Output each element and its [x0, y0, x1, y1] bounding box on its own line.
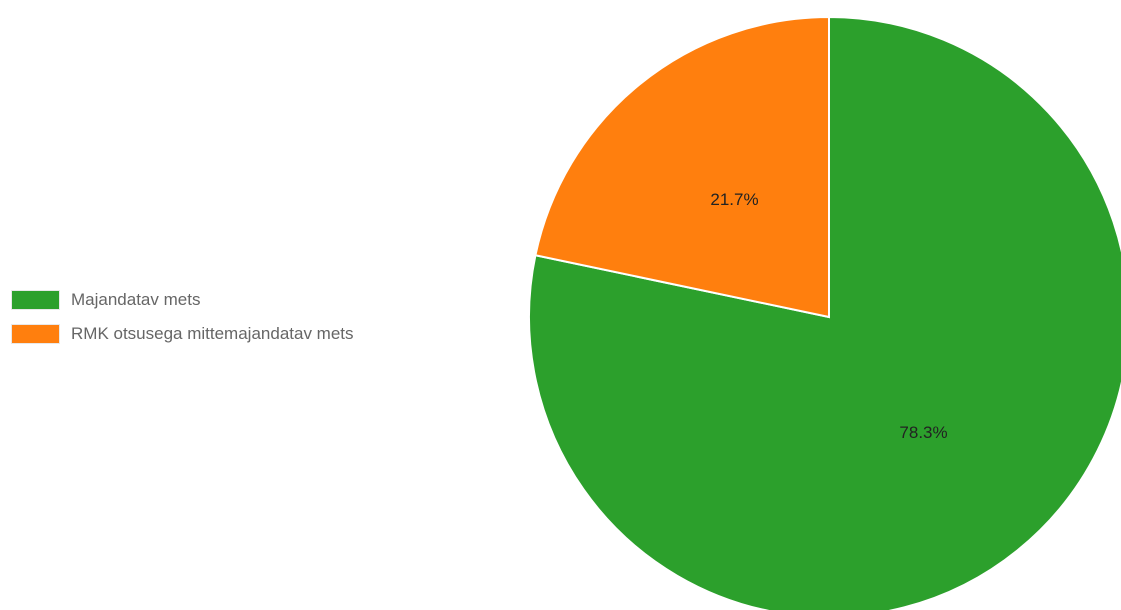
slice-label-majandatav-mets: 78.3% [899, 423, 947, 442]
legend-item-majandatav-mets[interactable]: Majandatav mets [11, 290, 471, 310]
legend-label-rmk-otsusega-mittemajandatav-mets: RMK otsusega mittemajandatav mets [71, 324, 354, 343]
pie-slice-majandatav-mets[interactable] [528, 15, 1121, 610]
legend-label-majandatav-mets: Majandatav mets [71, 290, 201, 309]
legend-item-rmk-otsusega-mittemajandatav-mets[interactable]: RMK otsusega mittemajandatav mets [11, 324, 471, 344]
pie-slice-rmk-otsusega-mittemajandatav-mets[interactable] [534, 15, 830, 319]
legend-swatch-rmk-otsusega-mittemajandatav-mets [11, 324, 60, 344]
slice-label-rmk-otsusega-mittemajandatav-mets: 21.7% [710, 190, 758, 209]
legend-swatch-majandatav-mets [11, 290, 60, 310]
chart-legend: Majandatav mets RMK otsusega mittemajand… [11, 290, 471, 358]
